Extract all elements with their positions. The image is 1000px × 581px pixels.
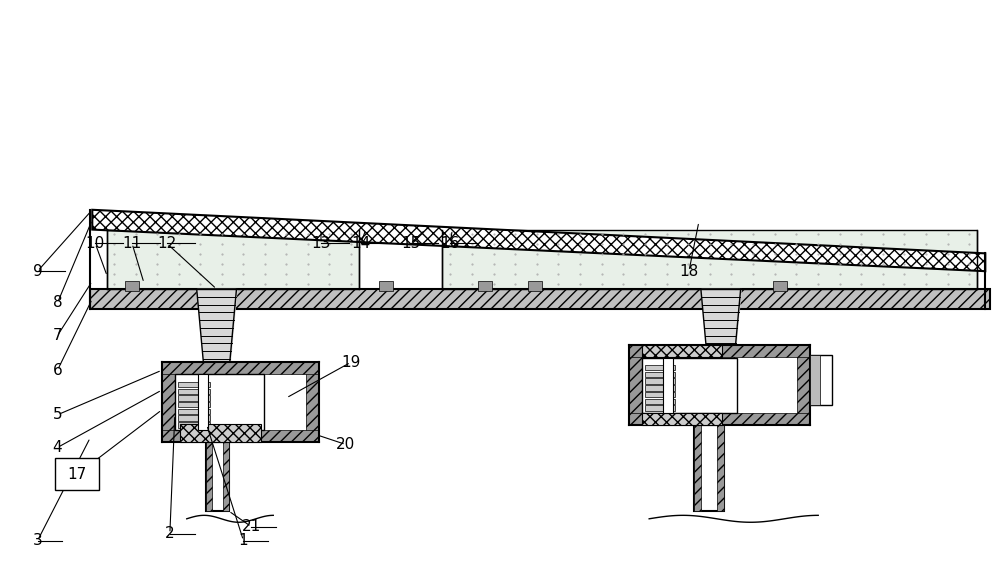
Text: 11: 11	[122, 236, 142, 251]
Bar	[694, 425, 701, 511]
Bar	[162, 430, 319, 442]
Text: 1: 1	[239, 533, 248, 548]
Bar	[206, 442, 212, 511]
Text: 19: 19	[341, 355, 361, 370]
Bar	[178, 415, 210, 421]
Bar	[198, 374, 208, 430]
FancyBboxPatch shape	[55, 458, 99, 490]
Bar	[90, 289, 990, 309]
Bar	[223, 442, 229, 511]
Text: 8: 8	[53, 295, 62, 310]
Text: 13: 13	[311, 236, 331, 251]
Bar	[773, 281, 787, 291]
Bar	[645, 372, 675, 377]
Bar	[645, 392, 675, 397]
Bar	[478, 281, 492, 291]
Bar	[717, 425, 724, 511]
Bar	[178, 402, 210, 407]
Bar	[629, 413, 810, 425]
Bar	[178, 395, 210, 401]
Text: 12: 12	[157, 236, 176, 251]
Bar	[528, 281, 542, 291]
Bar	[645, 385, 675, 390]
Text: 18: 18	[679, 264, 699, 279]
Bar	[694, 425, 724, 511]
Text: 15: 15	[401, 236, 420, 251]
Bar	[178, 409, 210, 414]
Text: 3: 3	[33, 533, 42, 548]
Bar	[180, 424, 261, 442]
Text: 16: 16	[441, 236, 460, 251]
Text: 21: 21	[242, 519, 261, 534]
Polygon shape	[107, 229, 359, 289]
Bar	[178, 422, 210, 428]
Bar	[642, 413, 722, 425]
Bar	[645, 365, 675, 371]
Polygon shape	[442, 229, 977, 289]
Text: 10: 10	[86, 236, 105, 251]
Bar	[178, 389, 210, 394]
Text: 17: 17	[68, 467, 87, 482]
Bar	[629, 346, 642, 425]
Bar	[645, 399, 675, 404]
Bar	[810, 356, 820, 405]
Bar	[642, 358, 737, 413]
Bar	[306, 363, 319, 442]
Text: 9: 9	[33, 264, 42, 279]
Bar	[645, 406, 675, 411]
Bar	[797, 346, 810, 425]
Bar	[178, 382, 210, 388]
Bar	[645, 378, 675, 384]
Text: 5: 5	[53, 407, 62, 422]
Bar	[206, 442, 229, 511]
Bar	[629, 346, 810, 357]
Polygon shape	[92, 210, 985, 271]
Bar	[810, 356, 832, 405]
Text: 2: 2	[165, 526, 175, 541]
Bar	[379, 281, 393, 291]
Bar	[162, 363, 319, 374]
Bar	[125, 281, 139, 291]
Text: 20: 20	[336, 437, 355, 452]
Bar	[175, 374, 264, 430]
Bar	[663, 358, 673, 413]
Text: 4: 4	[53, 440, 62, 455]
Bar	[162, 363, 175, 442]
Text: 7: 7	[53, 328, 62, 343]
Text: 6: 6	[53, 363, 62, 378]
Bar	[642, 346, 722, 357]
Text: 14: 14	[351, 236, 370, 251]
